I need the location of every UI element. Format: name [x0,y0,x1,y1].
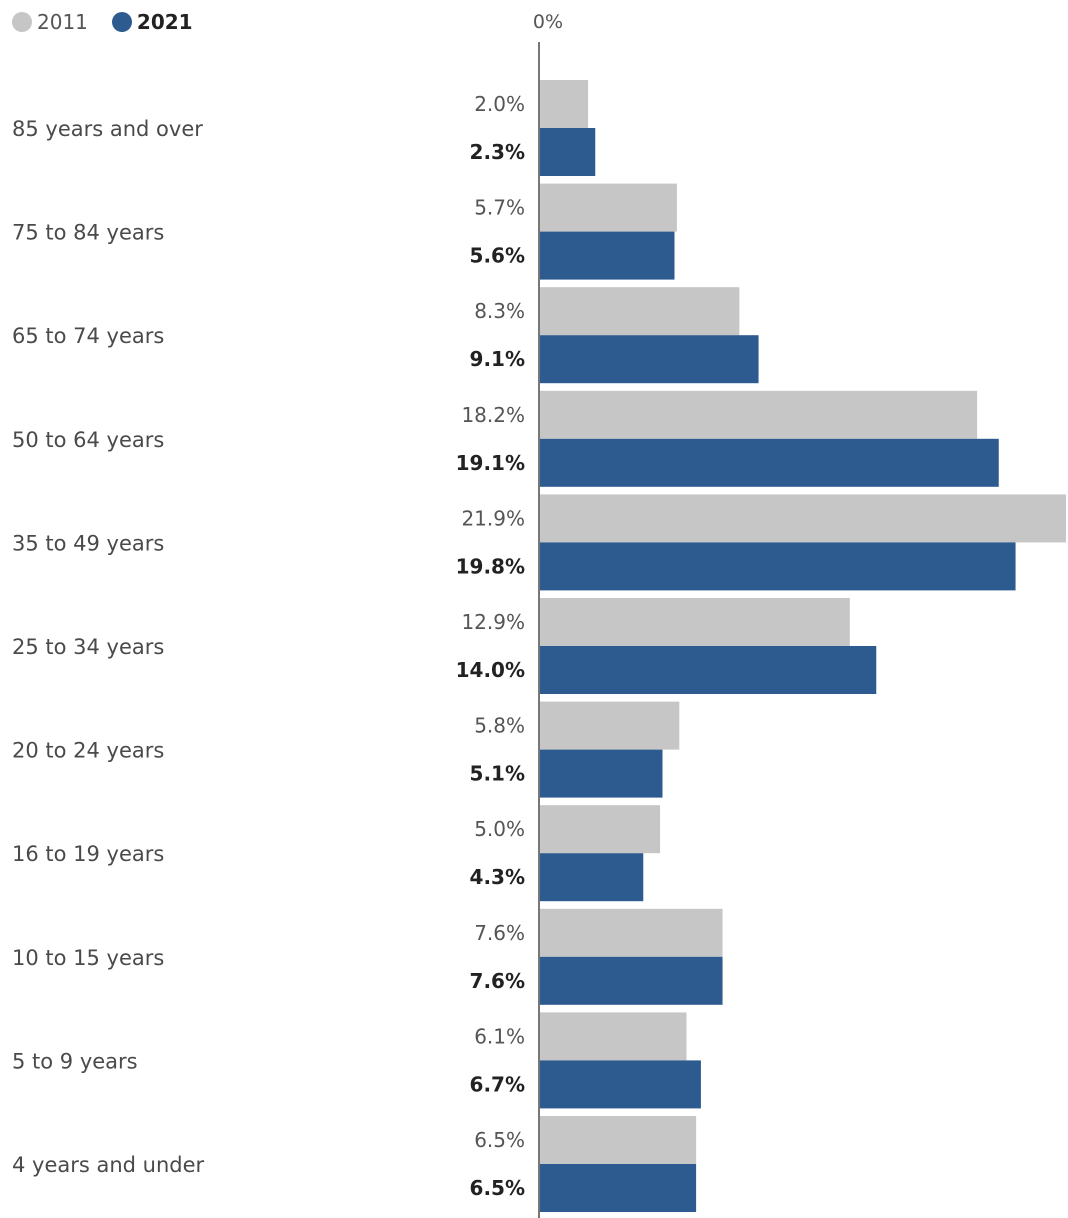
bar-2021 [540,646,877,694]
value-label-2011: 12.9% [461,610,525,634]
category-label: 75 to 84 years [12,221,164,245]
bar-2021 [540,1060,701,1109]
bar-2021 [540,335,759,384]
bar-2021 [540,1164,697,1212]
bars-group: 85 years and over 2.0% 2.3% 75 to 84 years 5… [12,80,1066,1212]
bar-2011 [540,390,978,439]
bar-2021 [540,853,644,902]
bar-2021 [540,128,596,176]
bar-2021 [540,542,1016,591]
bar-2021 [540,438,999,487]
value-label-2011: 6.5% [474,1128,525,1152]
bar-2011 [540,701,680,750]
category-label: 20 to 24 years [12,739,164,763]
bar-2011 [540,598,850,646]
category-label: 25 to 34 years [12,635,164,659]
value-label-2021: 14.0% [456,658,525,682]
bar-2011 [540,908,723,957]
value-label-2011: 21.9% [461,506,525,530]
value-label-2011: 5.0% [474,817,525,841]
x-tick-label: 0% [533,11,563,33]
value-label-2021: 5.6% [470,244,525,268]
legend-label-2011: 2011 [37,10,88,34]
value-label-2021: 9.1% [470,347,525,371]
bar-2011 [540,1012,687,1061]
value-label-2021: 19.1% [456,451,525,475]
legend-item-2011: 2011 [12,10,88,34]
value-label-2011: 2.0% [474,92,525,116]
bar-2021 [540,749,663,798]
value-label-2021: 19.8% [456,554,525,578]
bar-2011 [540,1116,697,1164]
value-label-2011: 6.1% [474,1024,525,1048]
bar-2021 [540,231,675,280]
category-label: 35 to 49 years [12,531,164,555]
value-label-2011: 5.8% [474,714,525,738]
legend-dot-2021 [111,12,132,32]
category-label: 65 to 74 years [12,324,164,348]
value-label-2021: 2.3% [470,140,525,164]
category-label: 16 to 19 years [12,842,164,866]
value-label-2011: 5.7% [474,196,525,220]
bar-2021 [540,956,723,1005]
value-label-2021: 5.1% [470,762,525,786]
category-label: 5 to 9 years [12,1049,138,1073]
value-label-2011: 8.3% [474,299,525,323]
bar-2011 [540,805,661,854]
category-label: 4 years and under [12,1153,205,1177]
category-label: 10 to 15 years [12,946,164,970]
legend-dot-2011 [12,12,32,32]
bar-2011 [540,287,740,336]
legend-item-2021: 2021 [111,10,193,34]
value-label-2011: 7.6% [474,921,525,945]
value-label-2021: 7.6% [470,969,525,993]
legend: 2011 2021 [12,8,217,36]
value-label-2011: 18.2% [461,403,525,427]
bar-2011 [540,494,1066,543]
bar-2011 [540,183,677,232]
bar-2011 [540,80,589,128]
value-label-2021: 6.5% [470,1176,525,1200]
category-label: 85 years and over [12,117,203,141]
value-label-2021: 4.3% [470,865,525,889]
legend-label-2021: 2021 [136,10,193,34]
category-label: 50 to 64 years [12,428,164,452]
value-label-2021: 6.7% [470,1072,525,1096]
